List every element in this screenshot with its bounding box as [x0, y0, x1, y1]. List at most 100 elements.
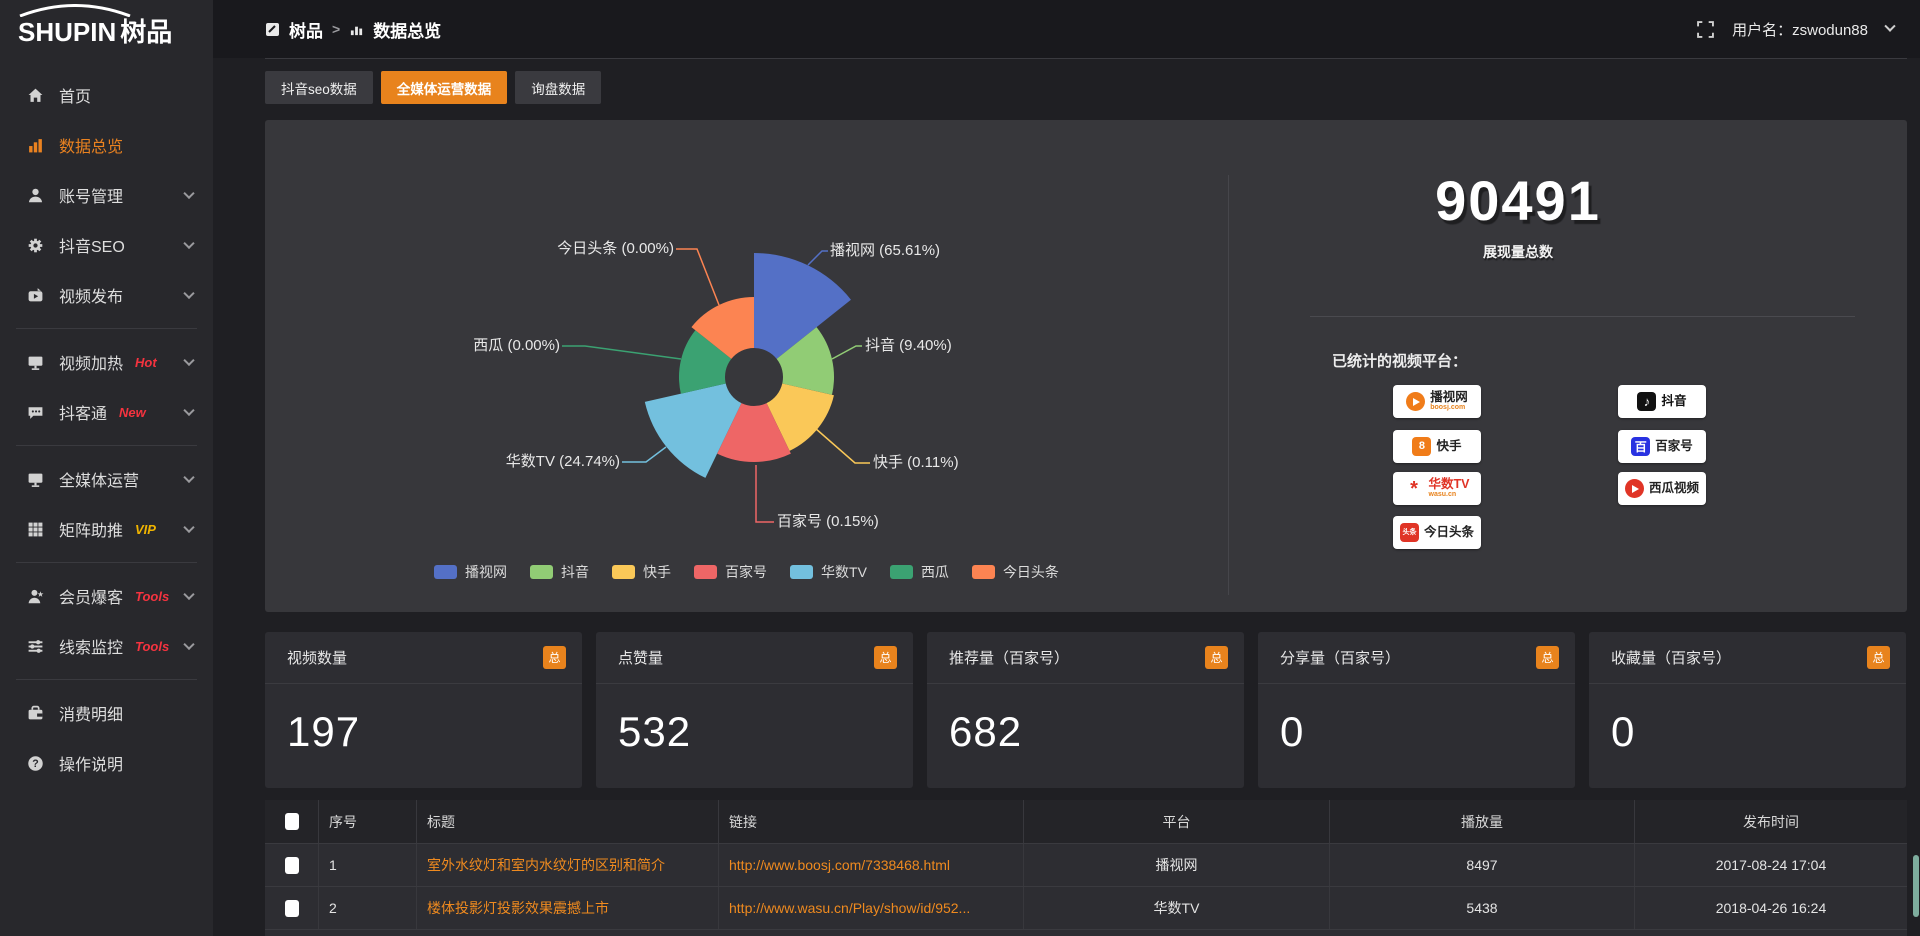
sidebar-item-抖音SEO[interactable]: 抖音SEO — [0, 220, 213, 270]
sidebar-item-数据总览[interactable]: 数据总览 — [0, 120, 213, 170]
table-row: 2 楼体投影灯投影效果震撼上市 http://www.wasu.cn/Play/sh… — [265, 887, 1907, 930]
breadcrumb-root[interactable]: 树品 — [289, 21, 323, 41]
total-badge[interactable]: 总 — [1867, 646, 1890, 669]
sidebar-item-视频加热[interactable]: 视频加热 Hot — [0, 337, 213, 387]
sidebar-item-抖客通[interactable]: 抖客通 New — [0, 387, 213, 437]
stat-card-title: 推荐量（百家号） — [949, 650, 1070, 667]
sidebar-item-操作说明[interactable]: ? 操作说明 — [0, 738, 213, 788]
brand-name-cn: 树品 — [120, 17, 173, 47]
video-url-link[interactable]: http://www.wasu.cn/Play/show/id/952... — [719, 887, 1024, 929]
platform-cell: 播视网 — [1024, 844, 1330, 886]
platforms-title: 已统计的视频平台： — [1332, 353, 1468, 370]
platform-badge-西瓜视频[interactable]: 西瓜视频 — [1618, 472, 1706, 505]
chevron-down-icon[interactable] — [183, 187, 195, 200]
legend-item-播视网[interactable]: 播视网 — [434, 562, 507, 582]
rose-slice-华数TV[interactable] — [644, 383, 742, 478]
chevron-down-icon[interactable] — [183, 354, 195, 367]
sidebar-item-label: 线索监控 — [59, 640, 124, 657]
legend-item-华数TV[interactable]: 华数TV — [790, 562, 867, 582]
row-checkbox[interactable] — [284, 899, 299, 917]
百家号-logo-icon: 百 — [1631, 437, 1651, 456]
row-checkbox[interactable] — [284, 856, 299, 874]
total-badge[interactable]: 总 — [1205, 646, 1228, 669]
page-scrollbar-thumb[interactable] — [1913, 855, 1919, 917]
chevron-down-icon[interactable] — [183, 638, 195, 651]
sidebar-item-badge: Tools — [135, 588, 170, 604]
select-all-checkbox[interactable] — [284, 813, 299, 830]
sidebar-item-账号管理[interactable]: 账号管理 — [0, 170, 213, 220]
rose-slice-快手[interactable] — [766, 383, 834, 451]
column-header-发布时间: 发布时间 — [1743, 813, 1799, 830]
legend-label: 百家号 — [725, 564, 768, 580]
tab-询盘数据[interactable]: 询盘数据 — [515, 71, 602, 104]
stat-card-title: 收藏量（百家号） — [1611, 650, 1732, 667]
legend-label: 播视网 — [465, 564, 508, 580]
video-title-link[interactable]: 楼体投影灯投影效果震撼上市 — [417, 887, 719, 929]
help-icon: ? — [26, 754, 44, 772]
sidebar-item-矩阵助推[interactable]: 矩阵助推 VIP — [0, 504, 213, 554]
tab-抖音seo数据[interactable]: 抖音seo数据 — [265, 71, 373, 104]
label-line-百家号 — [755, 465, 774, 523]
chevron-down-icon[interactable] — [183, 404, 195, 417]
chat-icon — [26, 403, 44, 421]
rose-slice-百家号[interactable] — [717, 403, 791, 462]
label-line-快手 — [814, 427, 870, 464]
platform-badge-快手[interactable]: 8 快手 — [1393, 430, 1481, 463]
total-badge[interactable]: 总 — [543, 646, 566, 669]
sidebar-item-消费明细[interactable]: 消费明细 — [0, 688, 213, 738]
stat-card-value: 0 — [1611, 708, 1636, 755]
chevron-down-icon[interactable] — [183, 287, 195, 300]
logo-arc-icon — [19, 4, 131, 17]
tab-全媒体运营数据[interactable]: 全媒体运营数据 — [380, 71, 508, 104]
video-url-link[interactable]: http://www.boosj.com/7338468.html — [719, 844, 1024, 886]
legend-item-快手[interactable]: 快手 — [612, 562, 671, 582]
platform-badge-华数TV[interactable]: * 华数TV wasu.cn — [1393, 472, 1481, 505]
sidebar-item-label: 操作说明 — [59, 757, 124, 774]
rose-slice-抖音[interactable] — [776, 327, 834, 395]
total-impressions-label: 展现量总数 — [1483, 244, 1553, 260]
user-menu-chevron-icon[interactable] — [1884, 20, 1896, 32]
video-title-link[interactable]: 室外水纹灯和室内水纹灯的区别和简介 — [417, 844, 719, 886]
brand-name-en: SHUPIN — [18, 17, 117, 47]
rose-chart: 播视网 (65.61%) 抖音 (9.40%) 快手 (0.11%) 百家号 (0.1… — [265, 120, 1228, 612]
legend-swatch — [434, 565, 458, 579]
rose-slice-西瓜[interactable] — [678, 330, 732, 394]
sidebar-item-label: 数据总览 — [59, 139, 124, 156]
user-star-icon — [26, 587, 44, 605]
sidebar-item-label: 消费明细 — [59, 707, 124, 724]
wallet-icon — [26, 704, 44, 722]
total-badge[interactable]: 总 — [874, 646, 897, 669]
platform-badge-今日头条[interactable]: 头条 今日头条 — [1393, 516, 1481, 549]
chevron-down-icon[interactable] — [183, 471, 195, 484]
legend-label: 抖音 — [561, 564, 590, 580]
sidebar-item-会员爆客[interactable]: 会员爆客 Tools — [0, 571, 213, 621]
home-icon — [26, 86, 44, 104]
fullscreen-icon[interactable] — [1697, 20, 1715, 38]
legend-item-百家号[interactable]: 百家号 — [694, 562, 767, 582]
platform-badge-抖音[interactable]: ♪ 抖音 — [1618, 385, 1706, 418]
stat-card-value: 532 — [618, 708, 692, 755]
legend-swatch — [694, 565, 718, 579]
sidebar-item-全媒体运营[interactable]: 全媒体运营 — [0, 454, 213, 504]
rose-slice-播视网[interactable] — [754, 253, 851, 359]
platform-badge-百家号[interactable]: 百百家号 — [1618, 430, 1706, 463]
chevron-down-icon[interactable] — [183, 521, 195, 534]
legend-item-西瓜[interactable]: 西瓜 — [889, 562, 949, 582]
panel-vertical-divider — [1228, 175, 1229, 595]
sidebar-item-首页[interactable]: 首页 — [0, 70, 213, 120]
sidebar-item-线索监控[interactable]: 线索监控 Tools — [0, 621, 213, 671]
breadcrumb-current[interactable]: 数据总览 — [373, 21, 442, 41]
sidebar-item-视频发布[interactable]: 视频发布 — [0, 270, 213, 320]
rose-slice-今日头条[interactable] — [691, 297, 754, 359]
slice-label-今日头条: 今日头条 (0.00%) — [557, 240, 674, 257]
platform-badge-播视网[interactable]: 播视网 boosj.com — [1393, 385, 1481, 418]
chevron-down-icon[interactable] — [183, 588, 195, 601]
topbar-divider — [265, 58, 1907, 59]
stat-card-value: 197 — [287, 708, 361, 755]
total-badge[interactable]: 总 — [1536, 646, 1559, 669]
legend-item-抖音[interactable]: 抖音 — [530, 562, 589, 582]
username-label[interactable]: 用户名：zswodun88 — [1732, 21, 1868, 39]
chevron-down-icon[interactable] — [183, 237, 195, 250]
legend-item-今日头条[interactable]: 今日头条 — [971, 562, 1059, 582]
slice-label-华数TV: 华数TV (24.74%) — [506, 453, 620, 470]
